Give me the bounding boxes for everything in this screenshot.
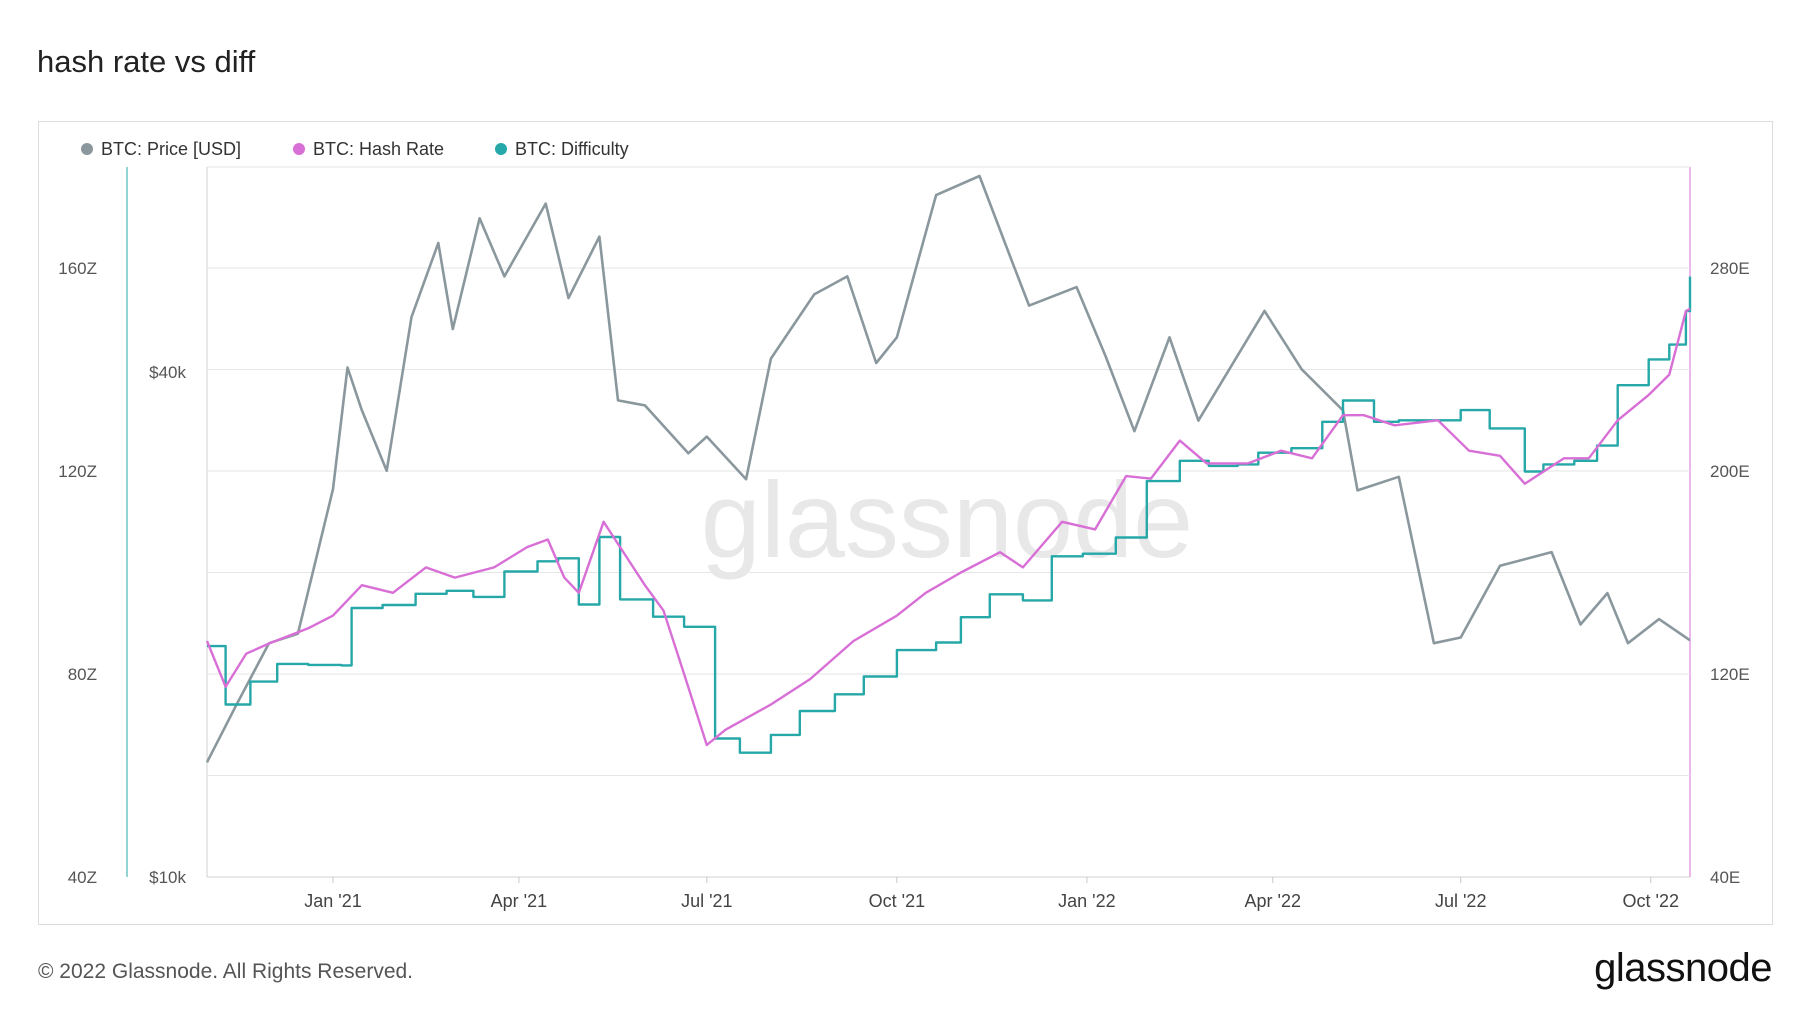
axes: 40Z 80Z 120Z 160Z $10k $40k 40E 120E 200E 280E Jan… [58, 259, 1749, 911]
legend-label-price: BTC: Price [USD] [101, 139, 241, 159]
hash-rate-tick-label: 120E [1710, 665, 1750, 684]
difficulty-tick-label: 80Z [68, 665, 97, 684]
legend-label-difficulty: BTC: Difficulty [515, 139, 629, 159]
chart-title: hash rate vs diff [37, 44, 256, 79]
x-tick-label: Jan '22 [1058, 891, 1115, 911]
difficulty-tick-label: 120Z [58, 462, 97, 481]
legend-label-hash-rate: BTC: Hash Rate [313, 139, 444, 159]
x-tick-label: Apr '21 [491, 891, 547, 911]
hash-rate-tick-label: 40E [1710, 868, 1740, 887]
difficulty-line [207, 276, 1692, 754]
chart-svg: BTC: Price [USD] BTC: Hash Rate BTC: Dif… [58, 139, 1749, 911]
x-tick-label: Jan '21 [304, 891, 361, 911]
series [205, 174, 1692, 763]
difficulty-tick-label: 160Z [58, 259, 97, 278]
legend-dot-price [81, 143, 93, 155]
copyright-text: © 2022 Glassnode. All Rights Reserved. [38, 960, 414, 983]
legend-item-difficulty[interactable]: BTC: Difficulty [495, 139, 629, 159]
x-tick-label: Apr '22 [1245, 891, 1301, 911]
x-tick-label: Oct '22 [1623, 891, 1679, 911]
difficulty-tick-label: 40Z [68, 868, 97, 887]
legend: BTC: Price [USD] BTC: Hash Rate BTC: Dif… [81, 139, 629, 159]
hash-rate-line [205, 307, 1691, 747]
watermark: glassnode [701, 459, 1193, 580]
hash-rate-tick-label: 280E [1710, 259, 1750, 278]
legend-item-price[interactable]: BTC: Price [USD] [81, 139, 241, 159]
hash-rate-tick-label: 200E [1710, 462, 1750, 481]
chart-frame: BTC: Price [USD] BTC: Hash Rate BTC: Dif… [38, 121, 1773, 925]
price-tick-label: $10k [149, 868, 186, 887]
legend-dot-hash-rate [293, 143, 305, 155]
x-tick-label: Jul '22 [1435, 891, 1486, 911]
price-tick-label: $40k [149, 363, 186, 382]
brand-logo: glassnode [1594, 946, 1772, 990]
x-tick-label: Jul '21 [681, 891, 732, 911]
legend-item-hash-rate[interactable]: BTC: Hash Rate [293, 139, 444, 159]
legend-dot-difficulty [495, 143, 507, 155]
grid [207, 267, 1690, 776]
x-tick-label: Oct '21 [869, 891, 925, 911]
price-line [205, 174, 1691, 763]
